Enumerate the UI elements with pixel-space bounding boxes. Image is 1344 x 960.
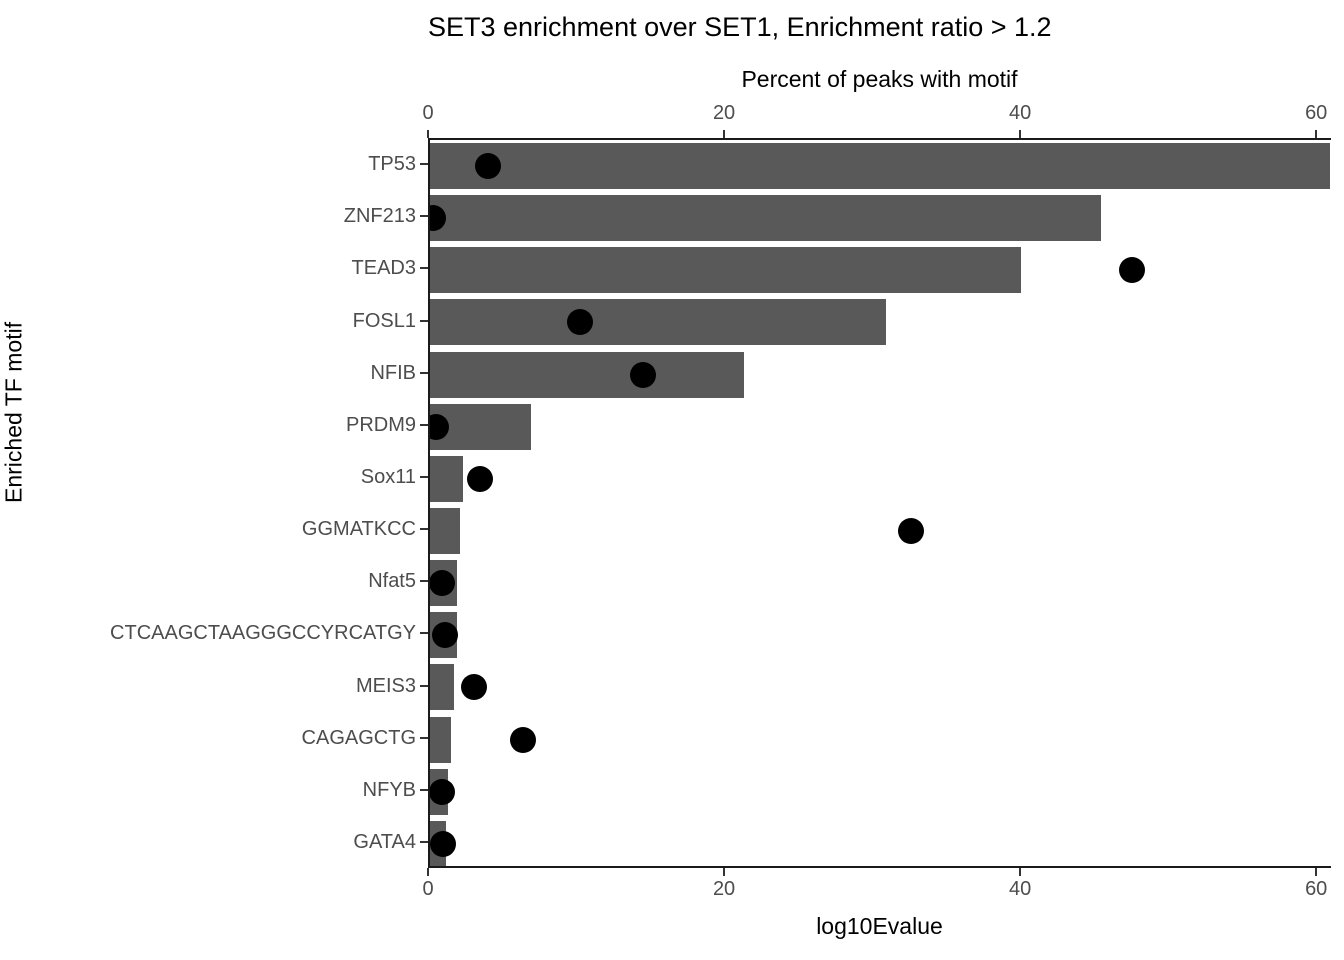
category-label: PRDM9 xyxy=(345,413,416,436)
chart-row xyxy=(430,818,1331,866)
chart-row xyxy=(430,140,1331,192)
category-label: NFIB xyxy=(370,361,416,384)
evalue-point xyxy=(430,570,455,597)
percent-bar xyxy=(430,247,1021,294)
percent-bar xyxy=(430,508,460,555)
plot-panel xyxy=(428,138,1331,868)
percent-bar xyxy=(430,716,451,763)
y-axis-tick-mark xyxy=(420,528,428,531)
percent-bar xyxy=(430,455,463,502)
evalue-point xyxy=(630,361,657,388)
evalue-point xyxy=(510,726,537,753)
evalue-point xyxy=(430,205,446,232)
bottom-axis-tick-label: 60 xyxy=(1305,878,1328,900)
bottom-axis-tick-label: 40 xyxy=(1009,878,1032,900)
chart-row xyxy=(430,609,1331,661)
y-axis-tick-mark xyxy=(420,163,428,166)
evalue-point xyxy=(430,778,455,805)
evalue-point xyxy=(461,674,488,701)
y-axis-tick-mark xyxy=(420,736,428,739)
category-label: MEIS3 xyxy=(355,674,416,697)
top-axis-tick-label: 40 xyxy=(1009,102,1032,124)
evalue-point xyxy=(474,153,501,180)
top-axis-tick-label: 20 xyxy=(712,102,736,124)
category-label: CAGAGCTG xyxy=(301,726,416,749)
y-axis-tick-mark xyxy=(420,475,428,478)
chart-row xyxy=(430,453,1331,505)
percent-bar xyxy=(430,351,744,398)
evalue-point xyxy=(430,830,457,857)
y-axis-tick-mark xyxy=(420,580,428,583)
category-label: TEAD3 xyxy=(351,257,416,280)
category-label: CTCAAGCTAAGGGCCYRCATGY xyxy=(110,622,416,645)
top-axis-title: Percent of peaks with motif xyxy=(741,66,1018,92)
category-label: GGMATKCC xyxy=(301,518,416,541)
top-axis-tick-mark xyxy=(427,130,429,138)
chart-row xyxy=(430,505,1331,557)
top-axis-tick-label: 60 xyxy=(1305,102,1328,124)
chart-row xyxy=(430,244,1331,296)
category-label: NFYB xyxy=(362,778,416,801)
bottom-axis-title: log10Evalue xyxy=(816,913,943,939)
percent-bar xyxy=(430,664,454,711)
y-axis-tick-mark xyxy=(420,788,428,791)
chart-row xyxy=(430,661,1331,713)
percent-bar xyxy=(430,299,886,346)
category-label: Nfat5 xyxy=(368,570,416,593)
y-axis-title: Enriched TF motif xyxy=(0,321,27,503)
y-axis-tick-mark xyxy=(420,215,428,218)
y-axis-tick-mark xyxy=(420,684,428,687)
bottom-axis-tick-mark xyxy=(1315,868,1318,876)
bottom-axis-tick-label: 20 xyxy=(712,878,736,900)
category-label: GATA4 xyxy=(353,830,416,853)
bottom-axis-tick-mark xyxy=(1019,868,1022,876)
top-axis-tick-mark xyxy=(1315,130,1318,138)
evalue-point xyxy=(430,413,449,440)
bottom-axis-tick-mark xyxy=(427,868,429,876)
evalue-point xyxy=(467,465,494,492)
evalue-point xyxy=(431,622,458,649)
bottom-axis-tick-mark xyxy=(723,868,726,876)
y-axis-tick-mark xyxy=(420,632,428,635)
chart-row xyxy=(430,557,1331,609)
percent-bar xyxy=(430,143,1331,190)
evalue-point xyxy=(898,518,925,545)
evalue-point xyxy=(566,309,593,336)
chart-row xyxy=(430,766,1331,818)
category-label: ZNF213 xyxy=(343,205,416,228)
y-axis-tick-mark xyxy=(420,319,428,322)
chart-row xyxy=(430,714,1331,766)
percent-bar xyxy=(430,195,1101,242)
chart-row xyxy=(430,192,1331,244)
y-axis-tick-mark xyxy=(420,423,428,426)
category-label: TP53 xyxy=(368,153,416,176)
y-axis-tick-mark xyxy=(420,267,428,270)
chart-title: SET3 enrichment over SET1, Enrichment ra… xyxy=(428,12,1052,42)
chart-row xyxy=(430,401,1331,453)
y-axis-tick-mark xyxy=(420,371,428,374)
top-axis-tick-mark xyxy=(1019,130,1022,138)
top-axis-tick-mark xyxy=(723,130,726,138)
bottom-axis-tick-label: 0 xyxy=(422,878,434,900)
chart-row xyxy=(430,296,1331,348)
category-label: Sox11 xyxy=(360,465,416,488)
top-axis-tick-label: 0 xyxy=(422,102,434,124)
evalue-point xyxy=(1118,257,1145,284)
chart-row xyxy=(430,349,1331,401)
category-label: FOSL1 xyxy=(352,309,416,332)
y-axis-tick-mark xyxy=(420,840,428,843)
